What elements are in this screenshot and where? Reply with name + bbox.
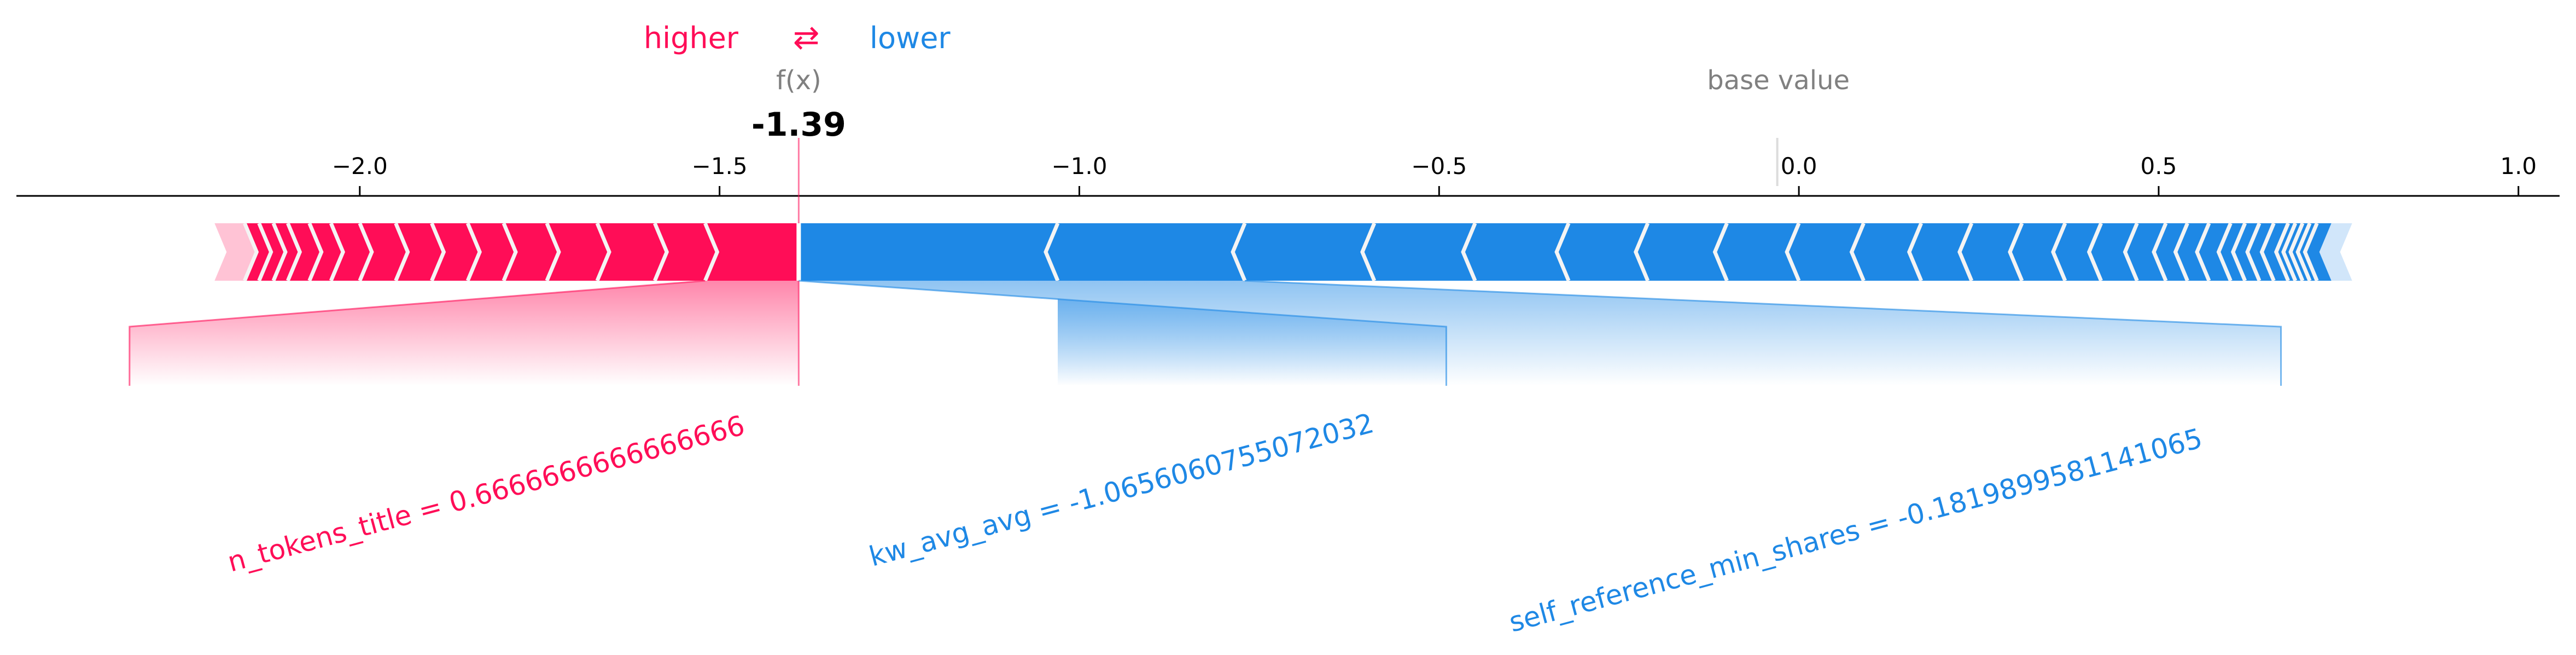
negative-segment-divider xyxy=(2008,222,2024,282)
feature-label: self_reference_min_shares = -0.181989958… xyxy=(1506,422,2206,639)
negative-segment-divider xyxy=(1907,222,1923,282)
positive-segment-divider xyxy=(243,222,259,282)
x-tick-label: 0.0 xyxy=(1781,153,1817,179)
negative-segment-divider xyxy=(1634,222,1650,282)
negative-bar xyxy=(799,223,2332,281)
feature-label: n_tokens_title = 0.6666666666666666 xyxy=(224,409,748,578)
feature-callout-fill xyxy=(129,281,799,386)
negative-segment-divider xyxy=(2281,222,2298,282)
negative-segment-divider xyxy=(1785,222,1801,282)
positive-segment-divider xyxy=(286,222,302,282)
positive-segment-divider xyxy=(653,222,669,282)
force-bar xyxy=(214,222,2352,282)
negative-segment-divider xyxy=(2216,222,2233,282)
positive-segment-divider xyxy=(545,222,561,282)
positive-segment-divider xyxy=(465,222,482,282)
x-tick-label: −2.0 xyxy=(332,153,388,179)
output-value: -1.39 xyxy=(751,106,846,144)
feature-callouts: n_tokens_title = 0.6666666666666666 kw_av… xyxy=(129,280,2282,639)
negative-segment-divider xyxy=(2195,222,2211,282)
negative-segment-divider xyxy=(1231,222,1247,282)
negative-segment-divider xyxy=(1360,222,1377,282)
negative-segment-divider xyxy=(1849,222,1866,282)
negative-segment-divider xyxy=(1461,222,1477,282)
positive-segment-divider xyxy=(358,222,374,282)
negative-segment-divider xyxy=(2245,222,2262,282)
positive-segment-divider xyxy=(394,222,410,282)
positive-segment-divider xyxy=(703,222,720,282)
feature-callout-fill xyxy=(1057,281,2281,386)
legend-higher-label: higher xyxy=(644,21,739,55)
negative-segment-divider xyxy=(2087,222,2103,282)
negative-segment-divider xyxy=(2274,222,2290,282)
legend-arrow-icon: ⇄ xyxy=(793,19,820,56)
negative-segment-divider xyxy=(1957,222,1974,282)
x-tick-label: −1.0 xyxy=(1051,153,1107,179)
negative-segment-divider xyxy=(2303,222,2319,282)
negative-segment-divider xyxy=(1712,222,1729,282)
positive-segment-divider xyxy=(257,222,273,282)
negative-segment-divider xyxy=(2295,222,2312,282)
negative-segment-divider xyxy=(1554,222,1571,282)
negative-segment-divider xyxy=(2288,222,2305,282)
positive-segment-divider xyxy=(595,222,611,282)
negative-segment-divider xyxy=(1044,222,1060,282)
feature-callout-line xyxy=(1244,280,2282,386)
feature-callout-line xyxy=(129,280,706,386)
positive-segment-divider xyxy=(307,222,324,282)
output-label: f(x) xyxy=(776,65,821,96)
positive-segment-divider xyxy=(502,222,518,282)
x-tick-label: 1.0 xyxy=(2500,153,2537,179)
negative-segment-divider xyxy=(2123,222,2139,282)
negative-segment-divider xyxy=(2173,222,2189,282)
negative-segment-divider xyxy=(2051,222,2067,282)
positive-segment-divider xyxy=(430,222,446,282)
feature-label: kw_avg_avg = -1.0656060755072032 xyxy=(866,407,1377,572)
x-axis-ticks: −2.0 −1.5 −1.0 −0.5 0.0 0.5 1.0 xyxy=(332,153,2537,196)
positive-segment-divider xyxy=(271,222,288,282)
x-tick-label: −0.5 xyxy=(1411,153,1467,179)
x-tick-label: 0.5 xyxy=(2141,153,2177,179)
x-tick-label: −1.5 xyxy=(692,153,748,179)
negative-segment-divider xyxy=(2259,222,2276,282)
legend-lower-label: lower xyxy=(870,21,951,55)
positive-segment-divider xyxy=(329,222,345,282)
negative-segment-divider xyxy=(2152,222,2168,282)
negative-segment-divider xyxy=(2231,222,2247,282)
base-value-label: base value xyxy=(1707,65,1850,96)
